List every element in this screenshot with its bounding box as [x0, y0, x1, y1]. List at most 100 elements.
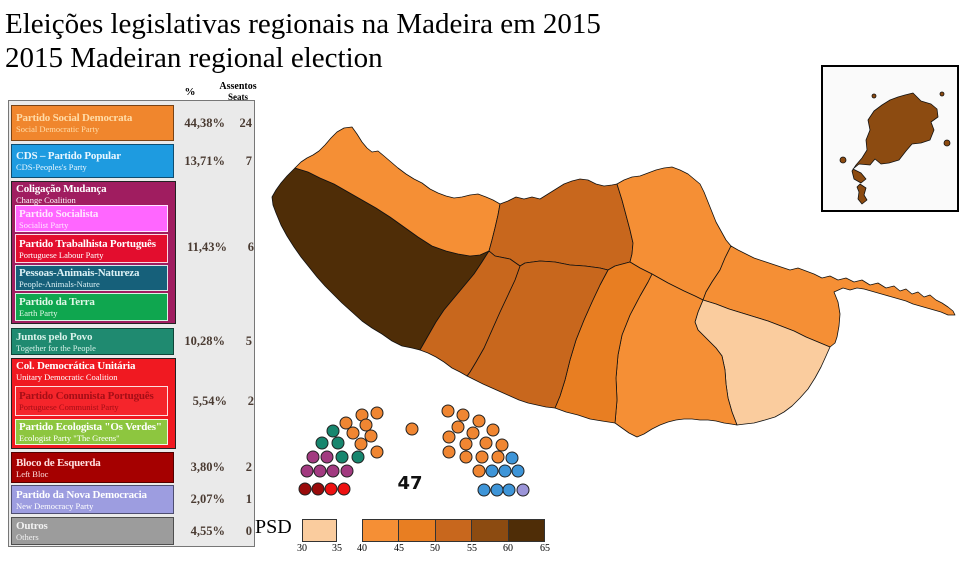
seat-dot-cds	[502, 483, 516, 497]
seat-dot-be	[311, 482, 325, 496]
seat-dot-cds	[505, 451, 519, 465]
party-row-cds: CDS – Partido Popular CDS-Peoples's Part…	[11, 144, 252, 178]
seat-dot-psd	[479, 436, 493, 450]
seat-dot-cds	[477, 483, 491, 497]
legend-swatch-30-35	[302, 519, 337, 542]
party-box-ptp: Partido Trabalhista Português Portuguese…	[15, 234, 168, 263]
pct-cds: 13,71%	[184, 153, 225, 168]
seat-dot-psd	[495, 438, 509, 452]
seat-dot-mudanca	[326, 464, 340, 478]
seat-dot-psd	[441, 404, 455, 418]
seat-dot-psd	[459, 450, 473, 464]
seat-dot-jpp	[335, 450, 349, 464]
legend-tick: 60	[503, 543, 513, 554]
coalition-values-cdu: 5,54% 2	[176, 394, 254, 409]
parliament-total-seats: 47	[397, 473, 423, 494]
seat-dot-psd	[359, 418, 373, 432]
region-centersouth-ponta-do-sol	[419, 250, 521, 377]
inset-islet-northeast	[939, 91, 945, 97]
party-box-pan: Pessoas-Animais-Natureza People-Animals-…	[15, 265, 168, 291]
legend-tick: 30	[297, 543, 307, 554]
inset-islet-east	[943, 139, 951, 147]
seat-dot-psd	[475, 450, 489, 464]
party-row-psd: Partido Social Democrata Social Democrat…	[11, 105, 252, 141]
party-row-outros: Outros Others 4,55% 0	[11, 517, 252, 545]
seat-dot-cds	[490, 483, 504, 497]
page-title-en: 2015 Madeiran regional election	[5, 42, 383, 74]
header-percent: %	[184, 86, 196, 98]
seat-dot-psd	[486, 423, 500, 437]
seat-dot-psd	[472, 414, 486, 428]
inset-islet-northwest	[871, 93, 877, 99]
seats-mudanca: 6	[247, 240, 254, 254]
legend-tick: 35	[332, 543, 342, 554]
seat-dot-psd	[459, 437, 473, 451]
seat-dot-psd	[346, 426, 360, 440]
inset-islet-west	[839, 156, 847, 164]
seat-dot-mudanca	[313, 464, 327, 478]
party-row-jpp: Juntos pelo Povo Together for the People…	[11, 328, 252, 355]
seats-psd: 24	[239, 115, 253, 130]
seats-cds: 7	[245, 153, 252, 168]
seat-dot-psd	[456, 408, 470, 422]
legend-swatch	[398, 519, 435, 542]
seat-dot-mudanca	[300, 464, 314, 478]
seat-dot-psd	[491, 450, 505, 464]
pct-cdu: 5,54%	[192, 394, 227, 408]
legend-tick: 40	[357, 543, 367, 554]
seat-dot-be	[298, 482, 312, 496]
coalition-values-mudanca: 11,43% 6	[176, 240, 254, 255]
legend-swatch	[507, 519, 546, 542]
seat-dot-psd	[442, 430, 456, 444]
pct-psd: 44,38%	[184, 115, 225, 130]
region-centernorth-sao-vicente	[488, 178, 634, 271]
seats-cdu: 2	[247, 394, 254, 408]
seats-outros: 0	[245, 523, 252, 538]
seat-dot-jpp	[331, 436, 345, 450]
seat-dot-psd	[370, 445, 384, 459]
seat-dot-cds	[498, 464, 512, 478]
party-box-pev: Partido Ecologista "Os Verdes" Ecologist…	[15, 419, 168, 445]
legend-swatch	[434, 519, 472, 542]
seat-dot-mudanca	[306, 450, 320, 464]
pct-pnd: 2,07%	[190, 492, 225, 506]
legend-swatch	[362, 519, 399, 542]
seats-be: 2	[245, 460, 252, 474]
seat-dot-psd	[370, 406, 384, 420]
seat-dot-mudanca	[340, 464, 354, 478]
seat-dot-cds	[485, 464, 499, 478]
party-box-cds: CDS – Partido Popular CDS-Peoples's Part…	[11, 144, 174, 178]
header-seats: Seats	[228, 92, 248, 102]
party-box-outros: Outros Others	[11, 517, 174, 545]
party-box-psd: Partido Social Democrata Social Democrat…	[11, 105, 174, 141]
party-box-ps: Partido Socialista Socialist Party	[15, 205, 168, 232]
region-inset-porto-santo	[851, 92, 939, 184]
seat-dot-pnd	[516, 483, 530, 497]
page-title-pt: Eleições legislativas regionais na Madei…	[5, 8, 601, 40]
coalition-box-mudanca: Coligação Mudança Change Coalition Parti…	[11, 181, 176, 324]
pct-be: 3,80%	[190, 460, 225, 474]
party-row-be: Bloco de Esquerda Left Bloc 3,80% 2	[11, 452, 252, 483]
party-box-pnd: Partido da Nova Democracia New Democracy…	[11, 485, 174, 514]
party-box-pcp: Partido Comunista Português Portuguese C…	[15, 386, 168, 416]
pct-jpp: 10,28%	[184, 334, 225, 348]
legend-swatch	[471, 519, 508, 542]
seats-jpp: 5	[245, 334, 252, 348]
seat-dot-jpp	[351, 450, 365, 464]
seat-dot-cdu	[324, 482, 338, 496]
legend-tick: 55	[467, 543, 477, 554]
legend-tick: 45	[394, 543, 404, 554]
seat-dot-jpp	[326, 424, 340, 438]
parliament-seat-diagram	[298, 404, 530, 497]
seat-dot-cds	[511, 464, 525, 478]
results-table: Partido Social Democrata Social Democrat…	[8, 100, 255, 547]
legend-psd-label: PSD	[255, 516, 292, 538]
party-box-jpp: Juntos pelo Povo Together for the People	[11, 328, 174, 355]
seat-dot-jpp	[315, 436, 329, 450]
seat-dot-cdu	[337, 482, 351, 496]
seats-pnd: 1	[245, 492, 252, 506]
legend-scale-40-65	[362, 519, 546, 542]
inset-islet-south	[856, 183, 868, 205]
seat-dot-psd	[354, 437, 368, 451]
